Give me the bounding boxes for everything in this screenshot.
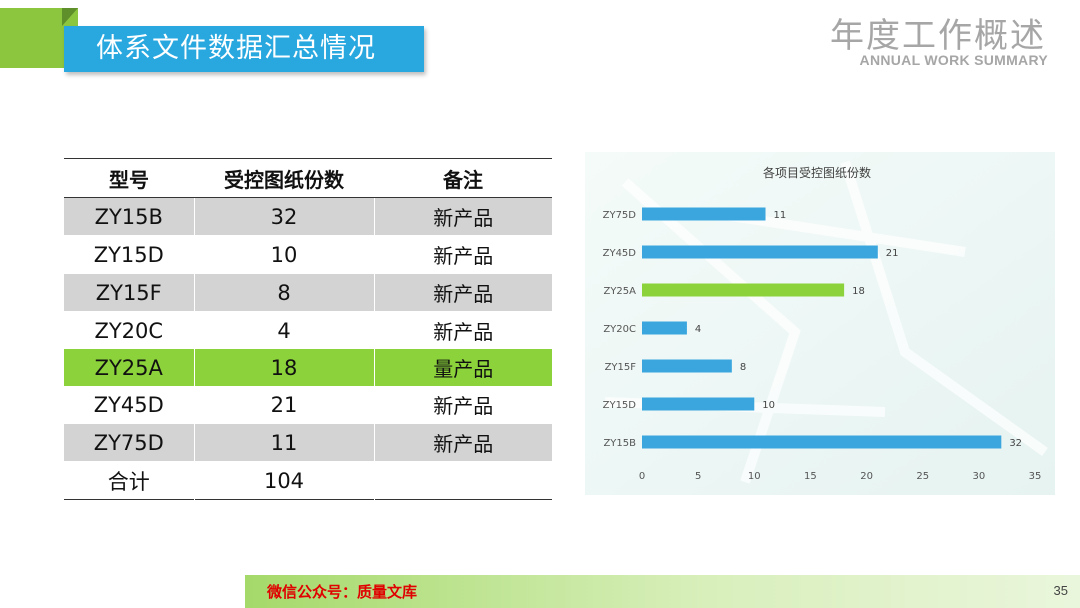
- map-watermark: [604, 160, 1048, 484]
- cell-note: 新产品: [374, 273, 552, 312]
- category-label: ZY15B: [603, 438, 636, 449]
- cell-count: 21: [194, 386, 375, 424]
- table-row: ZY15D 10 新产品: [64, 235, 552, 274]
- cell-note: 新产品: [374, 423, 552, 462]
- category-label: ZY20C: [603, 324, 636, 335]
- cell-note: 新产品: [433, 394, 494, 418]
- table-row: ZY15B 32 新产品: [64, 197, 552, 236]
- category-label: ZY75D: [603, 210, 637, 221]
- cell-note: [374, 462, 552, 500]
- bar: [642, 283, 845, 297]
- table-body: ZY15B 32 新产品 ZY15D 10 新产品 ZY15F 8 新产品 ZY20C 4 新产品 ZY…: [64, 197, 552, 500]
- x-tick-label: 0: [639, 471, 645, 482]
- bar: [642, 397, 755, 411]
- cell-note: 量产品: [374, 349, 552, 386]
- cell-model: ZY25A: [64, 349, 195, 386]
- table-row: ZY25A 18 量产品: [64, 349, 552, 386]
- footer-bar: 微信公众号：质量文库 35: [245, 575, 1080, 608]
- x-tick-label: 5: [695, 471, 701, 482]
- cell-model: ZY15D: [64, 235, 195, 274]
- bar: [642, 245, 878, 259]
- category-label: ZY25A: [603, 286, 636, 297]
- table-row: ZY15F 8 新产品: [64, 273, 552, 312]
- value-label: 21: [886, 248, 899, 259]
- page-number: 35: [1053, 583, 1068, 598]
- table-row: 合计 104: [64, 461, 552, 500]
- value-label: 8: [740, 362, 746, 373]
- bar: [642, 435, 1002, 449]
- cell-model: ZY75D: [64, 423, 195, 462]
- cell-count: 11: [194, 423, 375, 462]
- header-model: 型号: [64, 158, 194, 198]
- header-note: 备注: [374, 158, 552, 198]
- x-tick-label: 20: [860, 471, 873, 482]
- cell-count: 8: [194, 273, 375, 312]
- table-header-row: 型号 受控图纸份数 备注: [64, 158, 552, 198]
- category-label: ZY15D: [603, 400, 637, 411]
- category-label: ZY45D: [603, 248, 637, 259]
- wechat-label: 微信公众号：质量文库: [267, 583, 418, 601]
- cell-count: 104: [194, 461, 375, 500]
- brand-subtitle: ANNUAL WORK SUMMARY: [859, 52, 1048, 68]
- cell-model: ZY20C: [64, 311, 195, 349]
- cell-count: 4: [194, 311, 375, 349]
- bar: [642, 359, 732, 373]
- x-axis-ticks: 0 5 10 15 20 25 30 35: [639, 471, 1042, 482]
- table-row: ZY75D 11 新产品: [64, 423, 552, 462]
- drawings-table: 型号 受控图纸份数 备注 ZY15B 32 新产品 ZY15D 10 新产品 ZY15F 8 新…: [64, 158, 552, 500]
- cell-count: 32: [194, 197, 375, 236]
- bar: [642, 207, 766, 221]
- value-label: 4: [695, 324, 701, 335]
- bar: [642, 321, 687, 335]
- value-label: 10: [762, 400, 775, 411]
- value-label: 11: [774, 210, 787, 221]
- cell-model: ZY15B: [64, 197, 195, 236]
- x-tick-label: 25: [916, 471, 929, 482]
- x-tick-label: 15: [804, 471, 817, 482]
- cell-model: ZY15F: [64, 273, 195, 312]
- chart-svg: 各项目受控图纸份数 ZY75D 11 ZY45D 21 ZY25A 18 ZY20C 4 ZY1…: [585, 152, 1055, 495]
- value-label: 18: [852, 286, 865, 297]
- category-label: ZY15F: [605, 362, 637, 373]
- value-label: 32: [1009, 438, 1022, 449]
- bars-group: ZY75D 11 ZY45D 21 ZY25A 18 ZY20C 4 ZY15F 8 ZY15D 10…: [603, 207, 1022, 449]
- header-corner-fold: [62, 8, 78, 26]
- bar-chart: 各项目受控图纸份数 ZY75D 11 ZY45D 21 ZY25A 18 ZY20C 4 ZY1…: [585, 152, 1055, 495]
- header-count: 受控图纸份数: [194, 158, 374, 198]
- x-tick-label: 30: [972, 471, 985, 482]
- cell-note: 新产品: [433, 320, 494, 344]
- table-row: ZY20C 4 新产品: [64, 311, 552, 349]
- cell-count: 18: [194, 349, 375, 386]
- cell-note: 新产品: [374, 197, 552, 236]
- x-tick-label: 35: [1029, 471, 1042, 482]
- brand-title: 年度工作概述: [830, 16, 1046, 56]
- cell-model: 合计: [64, 461, 195, 500]
- section-title: 体系文件数据汇总情况: [64, 26, 424, 72]
- x-tick-label: 10: [748, 471, 761, 482]
- cell-count: 10: [194, 235, 375, 274]
- chart-title: 各项目受控图纸份数: [763, 165, 871, 180]
- cell-note: 新产品: [433, 244, 494, 268]
- cell-model: ZY45D: [64, 386, 195, 424]
- table-row: ZY45D 21 新产品: [64, 386, 552, 424]
